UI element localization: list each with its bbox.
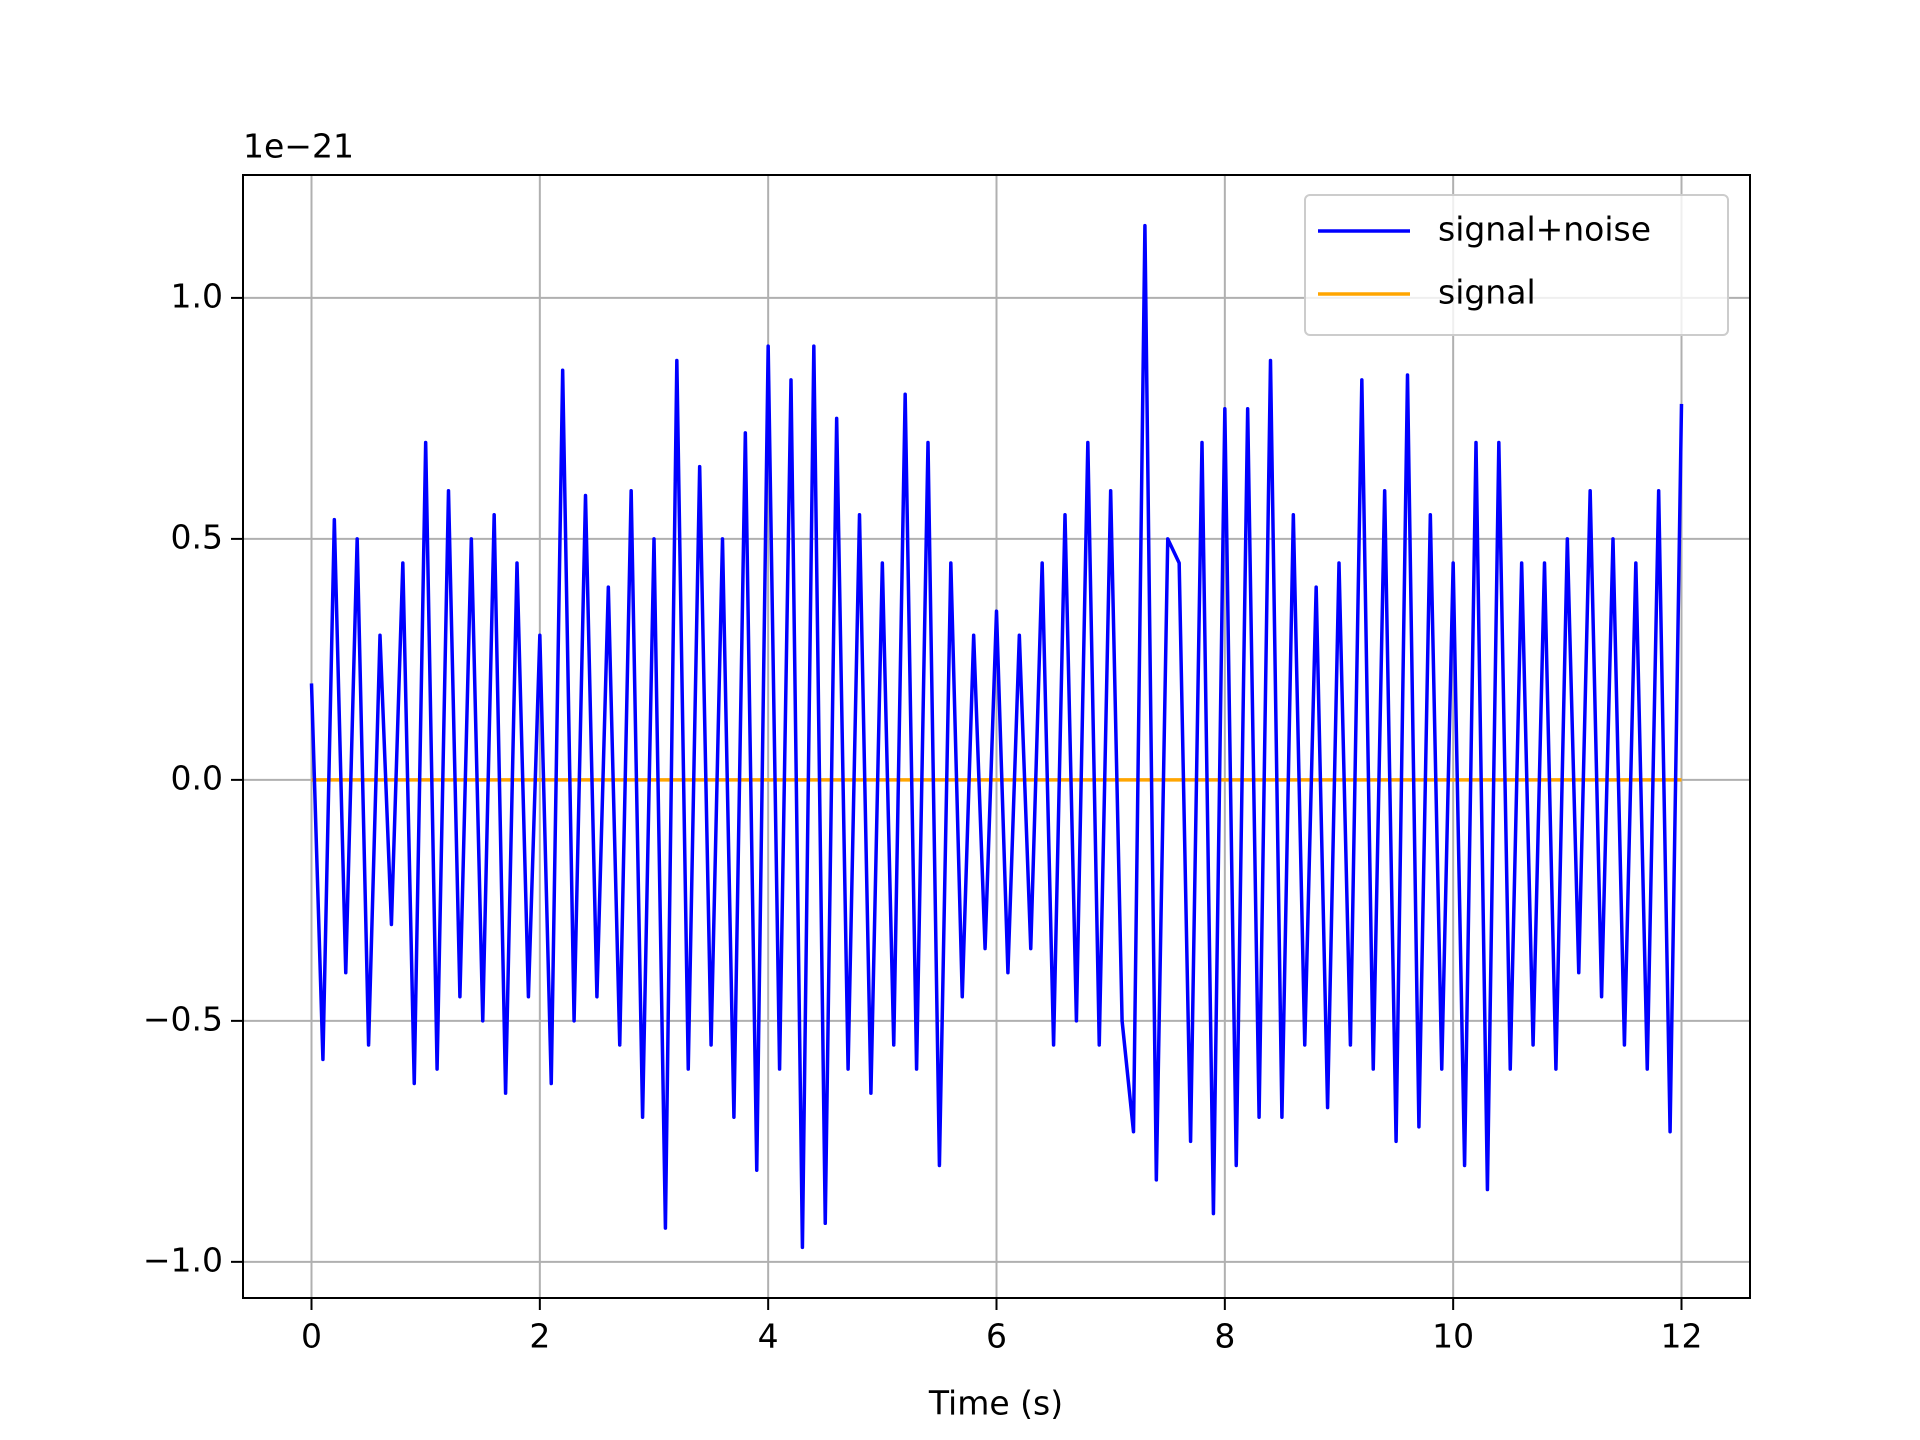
legend-label: signal xyxy=(1438,273,1536,312)
x-tick-label: 2 xyxy=(529,1317,550,1356)
x-tick-label: 4 xyxy=(758,1317,779,1356)
y-tick-label: 0.5 xyxy=(171,517,223,556)
x-axis-label: Time (s) xyxy=(928,1384,1063,1423)
x-tick-label: 8 xyxy=(1214,1317,1235,1356)
x-tick-label: 0 xyxy=(301,1317,322,1356)
y-tick-label: −1.0 xyxy=(143,1240,223,1279)
axes-frame xyxy=(242,174,1751,1299)
x-tick-label: 6 xyxy=(986,1317,1007,1356)
legend: signal+noise signal xyxy=(1304,194,1729,336)
x-tick-label: 12 xyxy=(1661,1317,1703,1356)
legend-box xyxy=(1304,194,1729,336)
offset-label: 1e−21 xyxy=(243,127,354,166)
y-tick-label: −0.5 xyxy=(143,999,223,1038)
legend-label: signal+noise xyxy=(1438,210,1651,249)
y-tick-label: 1.0 xyxy=(171,276,223,315)
y-tick-label: 0.0 xyxy=(171,758,223,797)
series-line xyxy=(309,223,1684,1250)
x-tick-label: 10 xyxy=(1432,1317,1474,1356)
